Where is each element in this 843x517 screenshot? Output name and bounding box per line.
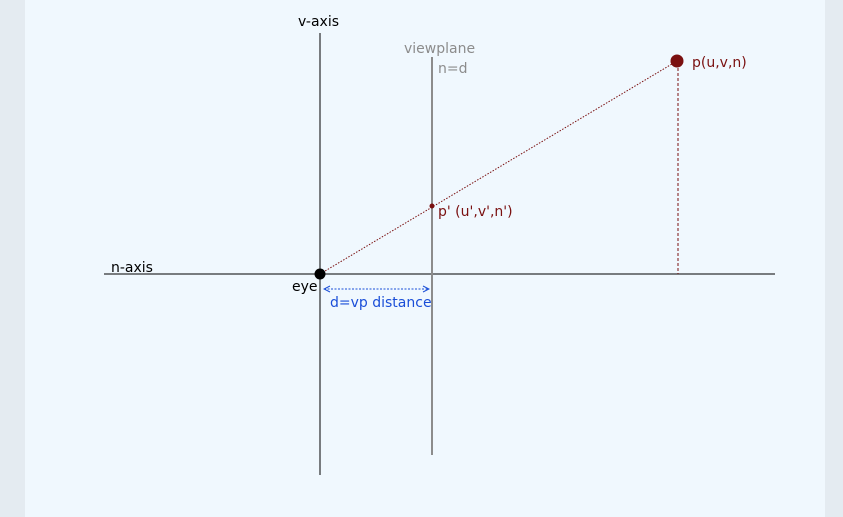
v-axis-label: v-axis	[298, 14, 339, 30]
diagram-background	[25, 0, 825, 517]
projection-ray	[319, 60, 678, 275]
point-p	[670, 54, 684, 68]
projected-point-label: p' (u',v',n')	[438, 204, 513, 220]
eye-point	[314, 268, 326, 280]
viewplane-equation-label: n=d	[438, 61, 468, 77]
viewplane-label: viewplane	[404, 41, 475, 57]
n-axis-label: n-axis	[111, 260, 153, 276]
projected-point-p-prime	[429, 203, 435, 209]
eye-label: eye	[292, 279, 318, 295]
distance-label: d=vp distance	[330, 295, 432, 311]
point-label: p(u,v,n)	[692, 55, 747, 71]
